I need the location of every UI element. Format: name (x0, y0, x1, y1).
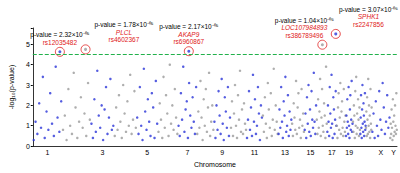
svg-text:rs12035482: rs12035482 (43, 39, 78, 46)
svg-text:PLCL: PLCL (116, 29, 133, 36)
svg-text:p-value = 1.78×10⁻⁰⁵: p-value = 1.78×10⁻⁰⁵ (94, 21, 154, 29)
svg-text:3: 3 (100, 149, 104, 156)
svg-text:X: X (379, 149, 384, 156)
svg-text:13: 13 (281, 149, 289, 156)
svg-text:rs6960867: rs6960867 (173, 38, 204, 45)
svg-text:1: 1 (26, 122, 30, 129)
svg-text:5: 5 (145, 149, 149, 156)
svg-text:11: 11 (251, 149, 258, 156)
svg-text:17: 17 (328, 149, 336, 156)
svg-text:p-value = 3.07×10⁻⁰⁶: p-value = 3.07×10⁻⁰⁶ (338, 5, 398, 13)
svg-text:3: 3 (26, 82, 30, 89)
svg-text:9: 9 (220, 149, 224, 156)
svg-text:15: 15 (306, 149, 314, 156)
svg-text:19: 19 (345, 149, 353, 156)
svg-text:LOC107984893: LOC107984893 (281, 24, 327, 31)
svg-text:1: 1 (46, 149, 50, 156)
svg-text:AKAP9: AKAP9 (177, 31, 199, 38)
svg-text:0: 0 (26, 143, 30, 150)
svg-text:Y: Y (391, 149, 396, 156)
svg-text:rs4602367: rs4602367 (109, 36, 140, 43)
svg-text:7: 7 (185, 149, 189, 156)
svg-text:rs386789496: rs386789496 (285, 32, 323, 39)
svg-text:5: 5 (26, 41, 30, 48)
svg-text:4: 4 (26, 61, 30, 68)
svg-text:-log₁₀(p-value): -log₁₀(p-value) (8, 65, 16, 110)
svg-text:rs2247856: rs2247856 (353, 21, 384, 28)
svg-text:p-value = 2.32×10⁻⁰⁵: p-value = 2.32×10⁻⁰⁵ (30, 31, 90, 39)
svg-text:p-value = 2.17×10⁻⁰⁵: p-value = 2.17×10⁻⁰⁵ (159, 23, 219, 31)
svg-text:2: 2 (26, 102, 30, 109)
svg-text:SPHK1: SPHK1 (358, 13, 380, 20)
svg-text:p-value = 1.04×10⁻⁰⁵: p-value = 1.04×10⁻⁰⁵ (274, 16, 334, 24)
svg-text:Chromosome: Chromosome (194, 161, 236, 168)
